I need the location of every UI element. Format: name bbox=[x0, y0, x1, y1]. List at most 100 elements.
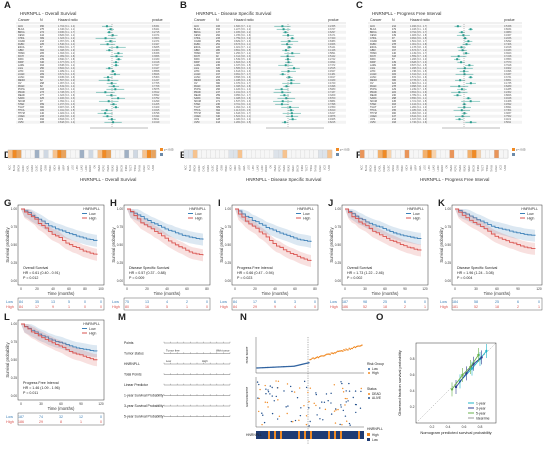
risk-point-high bbox=[350, 347, 353, 350]
forest-row-cancer: UVM bbox=[194, 121, 199, 124]
risk-count-low: 6 bbox=[274, 300, 276, 304]
expression-heat-cell bbox=[312, 431, 314, 439]
risk-point-low bbox=[279, 366, 282, 368]
forest-row-band bbox=[192, 72, 346, 76]
forest-row-hr: 1.352 (0.1 - 1.1) bbox=[58, 100, 75, 103]
forest-point bbox=[110, 82, 113, 85]
panel-label-l: L bbox=[4, 312, 10, 323]
heatmap-tick-label: CHOL bbox=[203, 164, 206, 171]
forest-row-p: 0.6297 bbox=[328, 31, 336, 34]
forest-row-p: 0.1481 bbox=[328, 73, 336, 76]
forest-row-hr: 1.323 (0.3 - 1.6) bbox=[58, 94, 75, 97]
forest-row-cancer: HNSC bbox=[370, 52, 377, 55]
heatmap-tick-label: COAD bbox=[383, 165, 386, 172]
forest-row-n: 405 bbox=[216, 85, 221, 88]
heatmap-tick-label: THYM bbox=[139, 165, 142, 172]
expression-heat-cell bbox=[274, 431, 276, 439]
forest-row-n: 236 bbox=[216, 103, 221, 106]
km-frame bbox=[17, 319, 105, 401]
forest-row-hr: 0.991 (0.7 - 1.7) bbox=[234, 73, 251, 76]
forest-row-band bbox=[16, 48, 170, 52]
km-frame bbox=[123, 204, 211, 286]
forest-row-hr: 1.559 (0.7 - 1.6) bbox=[410, 55, 427, 58]
forest-row-n: 274 bbox=[40, 31, 45, 34]
risk-count-high: 29 bbox=[39, 420, 43, 424]
survival-point-alive bbox=[271, 386, 273, 389]
forest-row-hr: 1.249 (0.7 - 1.5) bbox=[410, 88, 427, 91]
heatmap-tick-label: SKCM bbox=[473, 165, 476, 172]
risk-point-low bbox=[283, 366, 286, 368]
forest-row-band bbox=[16, 84, 170, 88]
forest-row-p: 0.2515 bbox=[328, 67, 336, 70]
calibration-legend-label: 1-year bbox=[476, 401, 486, 405]
forest-row-n: 361 bbox=[216, 97, 221, 100]
survival-point-alive bbox=[265, 388, 267, 390]
risk-point-low bbox=[266, 366, 269, 369]
forest-panel: Cancer N Hazard ratio pvalue ACC 106 1.600 (0.… bbox=[192, 18, 346, 129]
km-curve-high bbox=[235, 208, 312, 261]
risk-point-low bbox=[262, 367, 265, 369]
legend-gene-low: Low bbox=[372, 438, 379, 442]
risk-score-plot: Risk score Survival time HNRNPLL Risk Group… bbox=[246, 337, 384, 445]
risk-point-low bbox=[284, 365, 287, 368]
forest-point bbox=[291, 52, 294, 55]
survival-point-alive bbox=[325, 393, 328, 395]
km-ylabel: Survival probability bbox=[329, 227, 334, 263]
heatmap-tick-label: ESCA bbox=[392, 165, 395, 172]
expression-heat-cell bbox=[340, 431, 342, 439]
km-ytick: 1.00 bbox=[225, 207, 231, 211]
forest-point bbox=[282, 28, 285, 31]
km-frame bbox=[451, 204, 543, 286]
risk-count-low: 98 bbox=[363, 300, 367, 304]
heatmap-tick-label: LUSC bbox=[261, 165, 264, 172]
risk-count-high: 8 bbox=[60, 420, 62, 424]
km-ytick: 0.75 bbox=[11, 340, 17, 344]
forest-row-n: 298 bbox=[392, 97, 397, 100]
forest-row-hr: 0.602 (0.2 - 1.4) bbox=[58, 67, 75, 70]
forest-row-cancer: DLBC bbox=[194, 43, 201, 46]
risk-point-high bbox=[353, 346, 356, 348]
risk-point-high bbox=[331, 352, 333, 354]
heatmap-tick-label: SARC bbox=[116, 165, 119, 172]
survival-point-alive bbox=[276, 418, 279, 420]
heatmap-tick-label: COAD bbox=[207, 165, 210, 172]
risk-point-high bbox=[341, 350, 343, 352]
km-ylabel: Survival probability bbox=[5, 342, 10, 378]
forest-row-n: 394 bbox=[216, 109, 221, 112]
expression-heat-cell bbox=[354, 431, 356, 439]
forest-point bbox=[290, 112, 293, 115]
forest-row-hr: 0.945 (0.8 - 1.6) bbox=[58, 76, 75, 79]
forest-row-hr: 0.826 (0.8 - 1.4) bbox=[58, 34, 75, 37]
forest-row-p: 0.7406 bbox=[504, 43, 512, 46]
forest-row-hr: 1.208 (0.3 - 1.0) bbox=[410, 58, 427, 61]
forest-row-n: 278 bbox=[392, 43, 397, 46]
forest-row-band bbox=[368, 78, 522, 82]
risk-point-low bbox=[280, 366, 283, 368]
survival-point-alive bbox=[315, 393, 317, 396]
panel-label-k: K bbox=[438, 198, 445, 209]
panel-label-g: G bbox=[4, 198, 12, 209]
survival-point-alive bbox=[340, 381, 342, 383]
forest-title-b: HNRNPLL - Disease Specific Survival bbox=[196, 11, 272, 16]
calibration-ylabel: Observed fraction survival probability bbox=[397, 350, 402, 416]
risk-count-high: 186 bbox=[18, 420, 24, 424]
km-curve-low bbox=[455, 208, 536, 236]
risk-point-low bbox=[267, 366, 270, 369]
forest-header-hr: Hazard ratio bbox=[410, 18, 430, 22]
forest-row-cancer: LAML bbox=[18, 64, 25, 67]
survival-point-dead bbox=[309, 387, 312, 389]
risk-table-frame bbox=[17, 412, 105, 426]
heatmap-panel: ACC BLCA BRCA CESC CHOL COAD DLBC ESCA GBM HNSC KI… bbox=[183, 148, 350, 172]
forest-point bbox=[469, 82, 472, 85]
forest-row-cancer: SARC bbox=[18, 97, 25, 100]
forest-row-band bbox=[368, 36, 522, 40]
risk-point-low bbox=[288, 365, 290, 368]
km-ytick: 0.75 bbox=[445, 225, 451, 229]
forest-row-n: 291 bbox=[40, 55, 45, 58]
survival-point-alive bbox=[299, 414, 302, 417]
km-ytick: 0.75 bbox=[225, 225, 231, 229]
forest-point bbox=[284, 49, 287, 52]
heatmap-tick-label: BLCA bbox=[189, 165, 192, 172]
forest-row-band bbox=[16, 36, 170, 40]
expression-gene-label: HNRNPLL bbox=[246, 433, 262, 437]
